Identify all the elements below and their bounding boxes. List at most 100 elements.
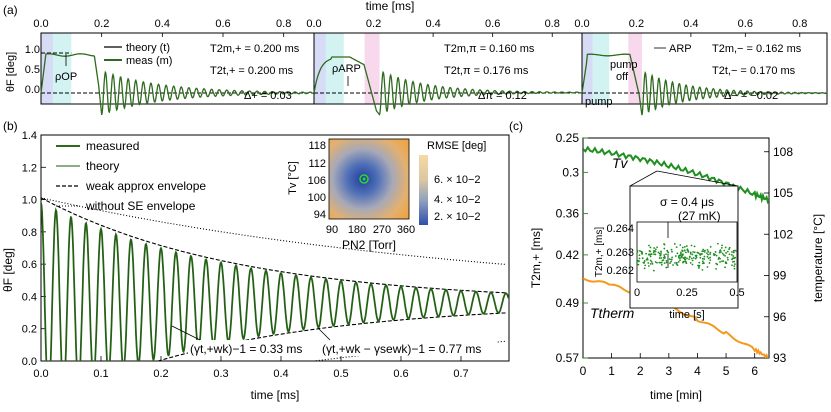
inset-point (698, 267, 700, 269)
inset-point (714, 251, 717, 253)
inset-point (648, 244, 650, 247)
c-right-tick-label: 102 (773, 227, 793, 241)
inset-point (701, 257, 704, 260)
inset-point (717, 258, 720, 260)
legend-theory-label: theory (86, 159, 119, 173)
b-ytick-label: 0.0 (22, 356, 37, 368)
inset-point (718, 251, 721, 254)
inset-point (728, 248, 730, 251)
c-xtick-label: 6 (751, 364, 758, 378)
inset-point (731, 264, 733, 267)
inset-heatmap (328, 138, 410, 220)
inset-point (694, 257, 697, 260)
inset-point (733, 265, 736, 268)
legend-measured-label: measured (86, 139, 139, 153)
inset-point (684, 251, 687, 254)
inset-point (678, 254, 681, 257)
inset-point (656, 246, 659, 249)
inset-point (709, 256, 712, 259)
inset-point (692, 251, 695, 253)
inset-point (659, 254, 662, 257)
inset-point (706, 255, 709, 258)
panel-c-ylabel-left: T2m,+ [ms] (529, 228, 543, 288)
inset-point (650, 261, 653, 263)
inset-point (645, 252, 648, 255)
panel-a-signal-line (40, 53, 314, 116)
inset-point (670, 248, 673, 251)
inset-point (648, 253, 650, 256)
inset-minimum-dot (362, 177, 366, 181)
top-tick-label: 0.4 (155, 18, 170, 30)
panel-b-frame (40, 134, 510, 362)
panel-a-ytick: 0.0 (25, 84, 40, 96)
inset-point (665, 259, 668, 262)
inset-point (654, 253, 657, 256)
tv-line (583, 145, 769, 205)
panel-a-ylabel: θF [deg] (5, 52, 17, 92)
top-tick-label: 0.6 (215, 18, 230, 30)
panel-b-curves (41, 197, 509, 361)
inset-point (653, 253, 655, 255)
inset-point (730, 253, 733, 256)
c-right-tick-label: 108 (773, 145, 793, 159)
inset-pointer-left (629, 170, 658, 187)
inset-point (709, 251, 712, 254)
inset-point (643, 261, 646, 264)
b-xtick-label: 0.0 (33, 368, 48, 380)
inset-cbar-title: RMSE [deg] (427, 140, 486, 152)
inset-point (649, 246, 652, 249)
panel-b-ticks: 0.0 0.1 0.2 0.3 0.4 0.5 0.6 0.7 0.0 0.2 0.4 0.6 0.8 1… (22, 130, 469, 380)
sub1-t2t: T2t,+ = 0.200 ms (210, 65, 294, 77)
inset-point (683, 249, 686, 252)
inset-point (728, 246, 731, 249)
panel-a: (a) time [ms] θF [deg] 1.0 0.5 0.0 0.0 0.… (3, 0, 828, 116)
b-xtick-label: 0.5 (333, 368, 348, 380)
inset-ytick: 118 (308, 140, 326, 152)
inset-c-ylabel: T2m,+ [ms] (594, 227, 605, 278)
annot2: (γt,+wk − γsewk)−1 = 0.77 ms (322, 342, 481, 356)
b-xtick-label: 0.3 (213, 368, 228, 380)
inset-point (689, 252, 692, 255)
inset-point (721, 244, 723, 247)
panel-a-ytick: 0.5 (25, 64, 40, 76)
inset-point (701, 250, 704, 253)
inset-point (673, 243, 676, 245)
shade-pink (628, 33, 642, 104)
inset-point (660, 257, 663, 259)
inset-point (684, 258, 687, 261)
inset-point (663, 257, 666, 259)
inset-point (663, 243, 666, 246)
inset-point (723, 249, 726, 252)
inset-point (697, 264, 699, 267)
inset-point (636, 251, 639, 253)
inset-point (726, 250, 729, 253)
inset-point (724, 266, 726, 269)
shade-blue (41, 33, 54, 104)
panel-b-inset: Tv [°C] 118 112 106 100 94 90 180 270 36… (287, 138, 486, 252)
inset-point (707, 250, 710, 253)
sub2-delta: Δπ = 0.12 (478, 90, 527, 102)
b-ytick-label: 0.4 (22, 291, 37, 303)
c-right-tick-label: 105 (773, 186, 793, 200)
panel-b-annotations: (γt,+wk)−1 = 0.33 ms (γt,+wk − γsewk)−1 … (171, 325, 496, 356)
top-tick-label: 0.2 (94, 18, 109, 30)
c-left-tick-label: 0.49 (556, 296, 580, 310)
inset-point (709, 259, 712, 261)
panel-a-signal-line (581, 53, 828, 116)
inset-point (680, 256, 683, 259)
inset-point (669, 262, 671, 265)
inset-cbar-tick: 6. × 10−2 (434, 174, 481, 186)
inset-point (680, 251, 682, 254)
top-tick-label: 0.0 (33, 18, 48, 30)
inset-point (674, 262, 676, 264)
inset-c-sigma: σ = 0.4 μs (660, 195, 714, 209)
inset-point (639, 249, 641, 252)
inset-point (656, 261, 658, 264)
panel-a-shading (41, 33, 642, 104)
c-xtick-label: 1 (608, 364, 615, 378)
inset-point (732, 255, 735, 257)
inset-point (663, 254, 666, 256)
inset-colorbar (419, 155, 428, 225)
inset-point (651, 262, 654, 265)
c-left-tick-label: 0.36 (556, 207, 580, 221)
